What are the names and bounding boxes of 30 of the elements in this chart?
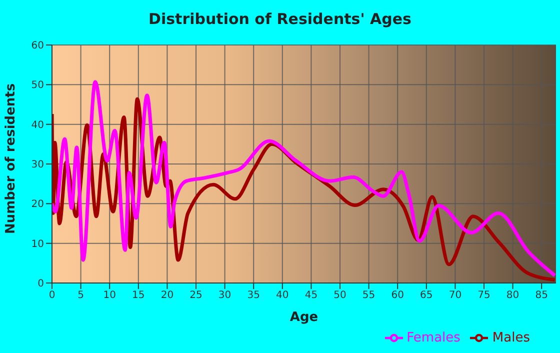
x-tick-label: 70 [448,290,462,302]
y-tick-label: 40 [31,120,44,131]
x-tick-label: 5 [78,290,84,302]
x-tick-label: 40 [276,290,289,302]
x-axis-title: Age [290,310,318,325]
y-tick-label: 60 [31,40,44,52]
x-tick-label: 10 [103,290,116,302]
x-tick-label: 30 [218,290,232,302]
y-tick-label: 20 [31,199,44,210]
x-tick-label: 0 [48,290,56,302]
x-tick-label: 50 [334,290,346,302]
x-tick-label: 60 [391,290,404,302]
y-tick-label: 0 [38,278,44,290]
y-axis-title: Number of residents [4,83,19,234]
y-tick-label: 30 [31,160,44,171]
y-tick-label: 50 [31,80,44,92]
y-tick-label: 10 [31,238,44,250]
legend-label: Females [406,330,460,346]
x-tick-label: 80 [506,290,520,302]
x-tick-label: 85 [535,290,548,302]
x-tick-label: 65 [420,290,433,302]
x-tick-label: 55 [362,290,376,302]
x-tick-label: 75 [478,290,490,302]
x-tick-label: 35 [247,290,260,302]
x-tick-label: 45 [304,290,318,302]
x-tick-label: 25 [190,290,202,302]
legend-label: Males [492,330,530,346]
x-tick-label: 15 [132,290,145,302]
chart-title: Distribution of Residents' Ages [148,10,412,28]
x-tick-label: 20 [160,290,174,302]
